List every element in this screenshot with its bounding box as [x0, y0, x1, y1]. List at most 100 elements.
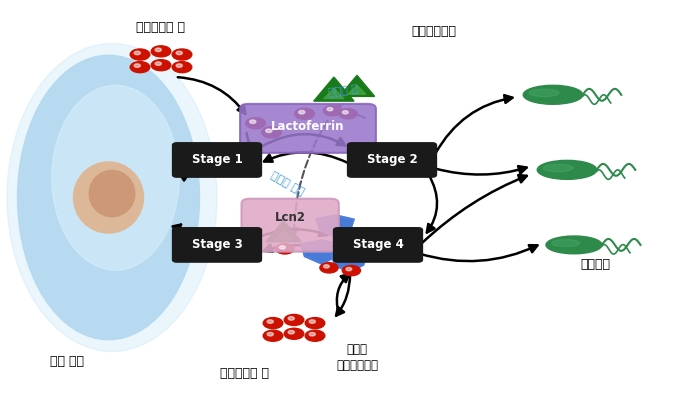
Polygon shape: [314, 77, 354, 101]
FancyArrowPatch shape: [173, 225, 181, 240]
Circle shape: [288, 317, 295, 320]
FancyArrowPatch shape: [427, 174, 437, 233]
Circle shape: [172, 49, 192, 60]
FancyBboxPatch shape: [241, 199, 339, 252]
FancyArrowPatch shape: [246, 133, 255, 152]
FancyBboxPatch shape: [240, 104, 376, 153]
Text: 박테리아: 박테리아: [580, 258, 610, 271]
FancyArrowPatch shape: [264, 152, 347, 163]
Circle shape: [284, 328, 304, 339]
FancyBboxPatch shape: [347, 143, 437, 177]
FancyBboxPatch shape: [334, 228, 423, 262]
FancyArrowPatch shape: [180, 173, 188, 181]
Circle shape: [309, 320, 316, 324]
Ellipse shape: [552, 239, 580, 246]
Circle shape: [151, 60, 171, 71]
Ellipse shape: [7, 43, 217, 352]
Circle shape: [299, 111, 305, 114]
FancyArrowPatch shape: [332, 105, 365, 118]
Circle shape: [155, 62, 162, 66]
Ellipse shape: [538, 160, 596, 179]
FancyArrowPatch shape: [337, 274, 349, 313]
Text: Stage 3: Stage 3: [192, 239, 242, 251]
Circle shape: [342, 265, 360, 276]
Ellipse shape: [546, 236, 602, 254]
Circle shape: [262, 127, 281, 138]
Circle shape: [134, 64, 141, 68]
FancyBboxPatch shape: [173, 228, 262, 262]
Text: 빼앗아 옴: 빼앗아 옴: [328, 84, 358, 98]
FancyArrowPatch shape: [178, 77, 245, 114]
Circle shape: [323, 265, 330, 268]
Circle shape: [130, 62, 150, 73]
Circle shape: [134, 51, 141, 55]
Circle shape: [279, 246, 286, 249]
Text: 세포외부의 철: 세포외부의 철: [220, 367, 270, 380]
Circle shape: [323, 105, 342, 116]
Text: 숙주 세포: 숙주 세포: [50, 355, 83, 368]
Text: 통째로 납치: 통째로 납치: [269, 170, 305, 197]
Circle shape: [305, 318, 325, 329]
Circle shape: [176, 64, 183, 68]
Text: Stage 4: Stage 4: [353, 239, 403, 251]
Circle shape: [266, 129, 272, 133]
Circle shape: [295, 108, 314, 119]
Ellipse shape: [90, 171, 134, 216]
Circle shape: [155, 48, 162, 52]
Ellipse shape: [543, 164, 573, 172]
FancyArrowPatch shape: [262, 229, 328, 236]
Polygon shape: [331, 251, 367, 272]
FancyArrowPatch shape: [264, 245, 330, 252]
Polygon shape: [274, 231, 293, 239]
FancyArrowPatch shape: [261, 134, 345, 147]
FancyArrowPatch shape: [435, 95, 512, 154]
FancyArrowPatch shape: [248, 141, 256, 150]
Ellipse shape: [74, 162, 144, 233]
Ellipse shape: [52, 85, 179, 270]
Polygon shape: [316, 215, 354, 238]
Circle shape: [130, 49, 150, 60]
FancyArrowPatch shape: [336, 273, 350, 316]
Circle shape: [309, 333, 316, 336]
Circle shape: [263, 330, 283, 341]
Circle shape: [342, 111, 349, 114]
Circle shape: [176, 51, 183, 55]
FancyArrowPatch shape: [419, 245, 538, 261]
Circle shape: [250, 120, 256, 124]
Text: Lcn2: Lcn2: [275, 211, 306, 224]
Ellipse shape: [524, 85, 582, 104]
Circle shape: [267, 320, 274, 324]
Ellipse shape: [529, 89, 559, 97]
Polygon shape: [324, 88, 344, 99]
Polygon shape: [331, 251, 367, 272]
Text: Stage 2: Stage 2: [367, 154, 417, 166]
Circle shape: [263, 318, 283, 329]
FancyArrowPatch shape: [174, 231, 185, 243]
Text: 사이드로포어: 사이드로포어: [412, 25, 456, 38]
Text: Stage 1: Stage 1: [192, 154, 242, 166]
FancyArrowPatch shape: [290, 121, 328, 236]
Ellipse shape: [18, 55, 199, 340]
Circle shape: [327, 107, 333, 111]
Circle shape: [339, 109, 357, 119]
Circle shape: [305, 330, 325, 341]
Polygon shape: [348, 85, 366, 94]
Polygon shape: [301, 240, 342, 264]
Circle shape: [246, 118, 265, 129]
Circle shape: [346, 267, 352, 271]
Text: 변형된
사이드로포어: 변형된 사이드로포어: [336, 343, 378, 372]
Text: Lactoferrin: Lactoferrin: [272, 120, 344, 133]
Circle shape: [267, 333, 274, 336]
FancyArrowPatch shape: [435, 166, 526, 175]
Circle shape: [320, 263, 338, 273]
Polygon shape: [266, 221, 301, 242]
FancyBboxPatch shape: [173, 143, 262, 177]
Polygon shape: [340, 75, 374, 96]
Text: 세포외부의 철: 세포외부의 철: [136, 21, 186, 34]
Circle shape: [284, 314, 304, 325]
Polygon shape: [301, 240, 342, 264]
Circle shape: [172, 62, 192, 73]
Polygon shape: [316, 215, 354, 238]
Circle shape: [288, 331, 295, 334]
Circle shape: [276, 244, 294, 254]
